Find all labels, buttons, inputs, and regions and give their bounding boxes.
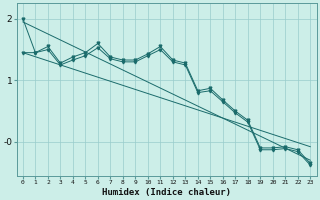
X-axis label: Humidex (Indice chaleur): Humidex (Indice chaleur) bbox=[102, 188, 231, 197]
